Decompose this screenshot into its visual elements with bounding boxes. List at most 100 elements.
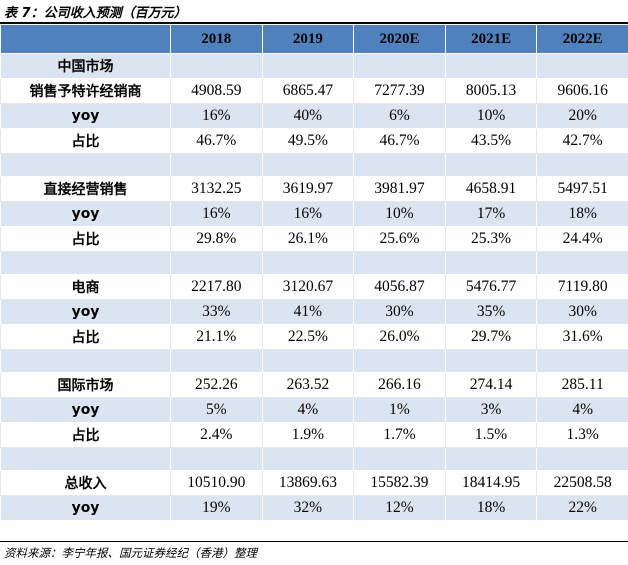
value-cell: 2.4%: [170, 422, 263, 448]
value-cell: 22.5%: [261, 324, 355, 350]
row-label: 销售予特许经销商: [0, 78, 171, 104]
value-cell: 3981.97: [353, 176, 446, 202]
source-note: 资料来源：李宁年报、国元证券经纪（香港）整理: [4, 546, 257, 560]
value-cell: 4658.91: [444, 176, 538, 202]
value-cell: 35%: [444, 299, 538, 325]
value-cell: 5476.77: [444, 274, 538, 300]
value-cell: [444, 447, 538, 471]
table-caption: 表 7：公司收入预测（百万元）: [4, 6, 187, 21]
value-cell: 25.3%: [444, 226, 538, 252]
value-cell: [261, 251, 355, 275]
value-cell: [261, 153, 355, 177]
value-cell: [170, 349, 263, 373]
value-cell: [353, 349, 446, 373]
value-cell: 43.5%: [444, 128, 538, 154]
table-row: 中国市场: [0, 53, 628, 79]
value-cell: 29.7%: [444, 324, 538, 350]
table-row: 电商 2217.80 3120.67 4056.87 5476.77 7119.80: [0, 274, 628, 300]
value-cell: 29.8%: [170, 226, 263, 252]
value-cell: 266.16: [353, 372, 446, 398]
value-cell: 8005.13: [444, 78, 538, 104]
spacer-row: [0, 349, 628, 373]
value-cell: 17%: [444, 201, 538, 227]
row-label: yoy: [0, 299, 171, 325]
value-cell: [444, 349, 538, 373]
value-cell: 3132.25: [170, 176, 263, 202]
table-row: yoy 33% 41% 30% 35% 30%: [0, 299, 628, 325]
spacer-row: [0, 447, 628, 471]
value-cell: 10%: [353, 201, 446, 227]
value-cell: 42.7%: [536, 128, 628, 154]
value-cell: 7277.39: [353, 78, 446, 104]
value-cell: 6865.47: [261, 78, 355, 104]
row-label: [0, 447, 171, 471]
table-row: 占比 29.8% 26.1% 25.6% 25.3% 24.4%: [0, 226, 628, 252]
value-cell: 3619.97: [261, 176, 355, 202]
row-label: [0, 251, 171, 275]
value-cell: 263.52: [261, 372, 355, 398]
row-label: yoy: [0, 397, 171, 423]
value-cell: 20%: [536, 103, 628, 129]
value-cell: 1.3%: [536, 422, 628, 448]
value-cell: 252.26: [170, 372, 263, 398]
value-cell: 40%: [261, 103, 355, 129]
value-cell: 1.9%: [261, 422, 355, 448]
value-cell: [261, 53, 355, 79]
value-cell: [444, 251, 538, 275]
value-cell: 2217.80: [170, 274, 263, 300]
value-cell: 4056.87: [353, 274, 446, 300]
value-cell: [536, 251, 628, 275]
table-row: yoy 19% 32% 12% 18% 22%: [0, 495, 628, 521]
value-cell: 18414.95: [444, 470, 538, 496]
table-row: 销售予特许经销商 4908.59 6865.47 7277.39 8005.13 9606…: [0, 78, 628, 104]
value-cell: 22%: [536, 495, 628, 521]
row-label: 国际市场: [0, 372, 171, 398]
table-body: 中国市场 销售予特许经销商 4908.59 6865.47 7277.39 8005.13…: [0, 53, 628, 521]
value-cell: 18%: [536, 201, 628, 227]
value-cell: 26.0%: [353, 324, 446, 350]
value-cell: 1.5%: [444, 422, 538, 448]
row-label: 占比: [0, 128, 171, 154]
value-cell: 4908.59: [170, 78, 263, 104]
row-label: 中国市场: [0, 53, 171, 79]
value-cell: 18%: [444, 495, 538, 521]
row-label: [0, 349, 171, 373]
value-cell: [353, 153, 446, 177]
row-label: 电商: [0, 274, 171, 300]
column-header: 2019: [261, 24, 355, 54]
table-row: 占比 21.1% 22.5% 26.0% 29.7% 31.6%: [0, 324, 628, 350]
spacer-row: [0, 251, 628, 275]
table-row: 直接经营销售 3132.25 3619.97 3981.97 4658.91 5497.5…: [0, 176, 628, 202]
value-cell: 33%: [170, 299, 263, 325]
value-cell: [170, 251, 263, 275]
value-cell: 274.14: [444, 372, 538, 398]
value-cell: 26.1%: [261, 226, 355, 252]
revenue-forecast-table: 2018 2019 2020E 2021E 2022E 中国市场 销售予特许经销商…: [0, 24, 628, 521]
value-cell: 46.7%: [170, 128, 263, 154]
value-cell: [353, 447, 446, 471]
row-label: yoy: [0, 103, 171, 129]
column-header: 2021E: [444, 24, 538, 54]
value-cell: 16%: [170, 103, 263, 129]
row-label: 占比: [0, 324, 171, 350]
value-cell: 7119.80: [536, 274, 628, 300]
value-cell: [170, 447, 263, 471]
value-cell: [536, 447, 628, 471]
top-rule: [0, 22, 628, 24]
value-cell: 21.1%: [170, 324, 263, 350]
value-cell: 46.7%: [353, 128, 446, 154]
header-corner-cell: [0, 24, 171, 54]
value-cell: 10510.90: [170, 470, 263, 496]
value-cell: 16%: [170, 201, 263, 227]
value-cell: [444, 153, 538, 177]
value-cell: 12%: [353, 495, 446, 521]
column-header: 2020E: [353, 24, 446, 54]
bottom-rule: [0, 541, 628, 542]
value-cell: 4%: [261, 397, 355, 423]
value-cell: [353, 251, 446, 275]
table-row: 占比 46.7% 49.5% 46.7% 43.5% 42.7%: [0, 128, 628, 154]
value-cell: 3120.67: [261, 274, 355, 300]
value-cell: 30%: [353, 299, 446, 325]
value-cell: [536, 153, 628, 177]
value-cell: 3%: [444, 397, 538, 423]
